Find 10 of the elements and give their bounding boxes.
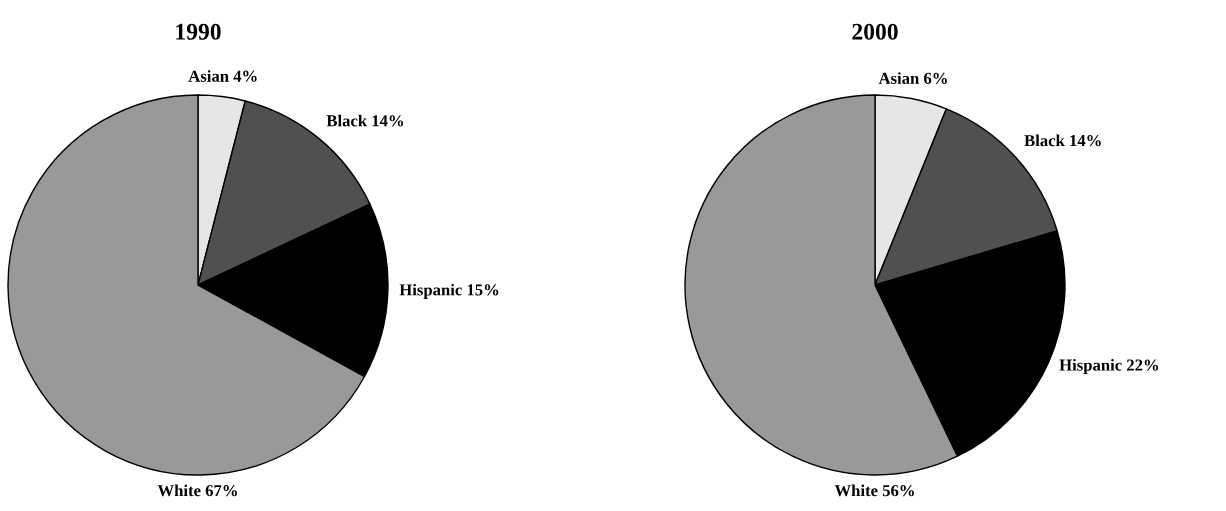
chart-title: 1990 xyxy=(176,23,221,40)
slice-label: White 67% xyxy=(157,484,237,497)
chart-title: 2000 xyxy=(852,23,898,40)
slice-label: Black 14% xyxy=(326,114,404,127)
slice-label: Black 14% xyxy=(1024,134,1101,147)
slice-label: Asian 4% xyxy=(188,70,257,82)
slice-label: Hispanic 15% xyxy=(399,283,499,299)
slice-label: White 56% xyxy=(834,484,914,497)
slice-label: Hispanic 22% xyxy=(1059,358,1159,375)
slice-label: Asian 6% xyxy=(878,72,947,84)
